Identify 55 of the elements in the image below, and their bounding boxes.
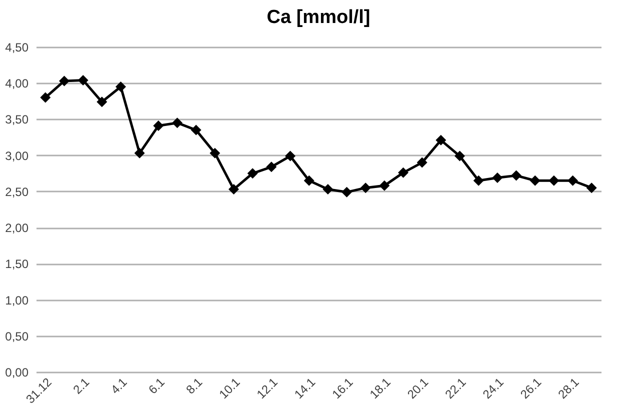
x-tick-label: 24.1	[480, 374, 507, 402]
point	[96, 96, 108, 108]
y-tick-label: 0,50	[5, 329, 29, 344]
point	[586, 182, 597, 194]
point	[379, 180, 390, 191]
x-tick-label: 20.1	[404, 374, 432, 402]
point	[304, 175, 314, 186]
point	[153, 120, 164, 131]
x-tick-label: 10.1	[216, 374, 243, 402]
point	[454, 150, 465, 162]
x-tick-label: 16.1	[329, 374, 356, 402]
point	[342, 186, 352, 198]
point	[398, 167, 408, 178]
point	[416, 157, 428, 168]
x-tick-label: 2.1	[70, 374, 92, 397]
point	[172, 118, 182, 128]
y-tick-label: 0,00	[5, 366, 29, 380]
y-tick-label: 4,00	[5, 76, 29, 91]
x-tick-label: 8.1	[183, 374, 206, 397]
point	[360, 182, 371, 194]
y-tick-label: 3,00	[5, 148, 29, 163]
point	[116, 81, 126, 92]
point	[59, 76, 70, 86]
point	[210, 148, 220, 158]
point	[548, 175, 560, 186]
point	[228, 184, 239, 195]
point	[285, 150, 296, 162]
point	[78, 74, 88, 86]
point	[247, 168, 258, 179]
point	[266, 162, 277, 172]
y-tick-label: 3,50	[5, 112, 29, 127]
point	[473, 175, 484, 186]
x-tick-label: 14.1	[292, 374, 318, 402]
point	[40, 92, 51, 103]
point	[134, 148, 145, 158]
x-tick-label: 6.1	[146, 374, 168, 397]
x-tick-label: 12.1	[254, 374, 281, 402]
point	[322, 184, 334, 195]
point	[530, 175, 540, 186]
x-tick-label: 4.1	[108, 374, 130, 397]
x-tick-label: 22.1	[442, 374, 469, 402]
y-tick-label: 2,50	[5, 184, 29, 199]
y-tick-label: 2,00	[5, 221, 29, 236]
x-tick-label: 26.1	[518, 374, 544, 402]
point	[190, 124, 202, 136]
point	[492, 172, 503, 183]
point	[436, 134, 446, 146]
chart-title: Ca [mmol/l]	[266, 7, 370, 28]
point	[511, 170, 522, 181]
x-tick-label: 18.1	[366, 374, 394, 402]
y-tick-label: 1,00	[5, 293, 29, 308]
x-tick-label: 28.1	[555, 374, 582, 402]
y-tick-label: 4,50	[5, 40, 29, 54]
y-tick-label: 1,50	[5, 257, 29, 272]
point	[568, 175, 578, 186]
